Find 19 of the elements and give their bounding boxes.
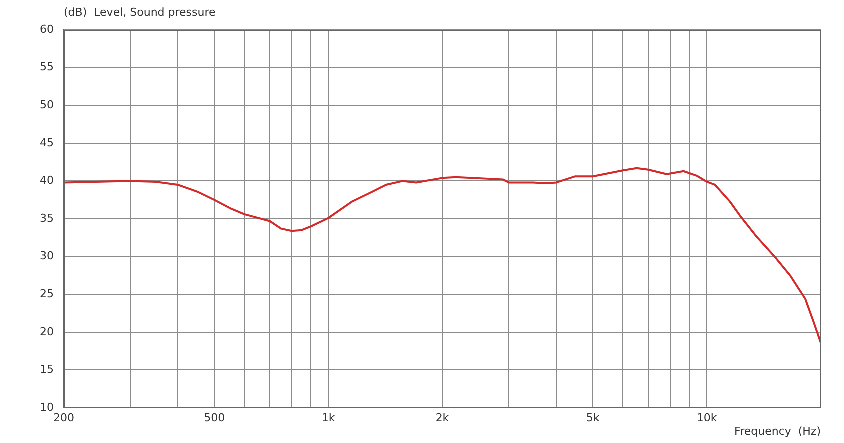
y-tick-label: 30 (40, 250, 54, 263)
y-axis-title: (dB) Level, Sound pressure (64, 6, 216, 19)
x-tick-label: 5k (586, 411, 600, 424)
x-tick-label: 200 (54, 411, 74, 424)
y-tick-label: 25 (40, 287, 54, 300)
x-tick-label: 10k (696, 411, 718, 424)
y-tick-label: 40 (40, 174, 54, 188)
x-axis-title: Frequency (Hz) (734, 424, 821, 438)
x-tick-label: 500 (204, 411, 226, 424)
y-tick-label: 45 (40, 136, 54, 150)
y-tick-label: 10 (40, 400, 54, 414)
y-tick-label: 55 (40, 60, 54, 74)
y-tick-label: 60 (40, 22, 54, 36)
x-tick-label: 2k (436, 411, 450, 424)
y-tick-label: 15 (40, 363, 54, 376)
y-tick-label: 35 (40, 212, 54, 225)
x-tick-label: 1k (322, 411, 336, 424)
y-tick-label: 50 (40, 98, 54, 112)
y-tick-label: 20 (40, 325, 54, 338)
